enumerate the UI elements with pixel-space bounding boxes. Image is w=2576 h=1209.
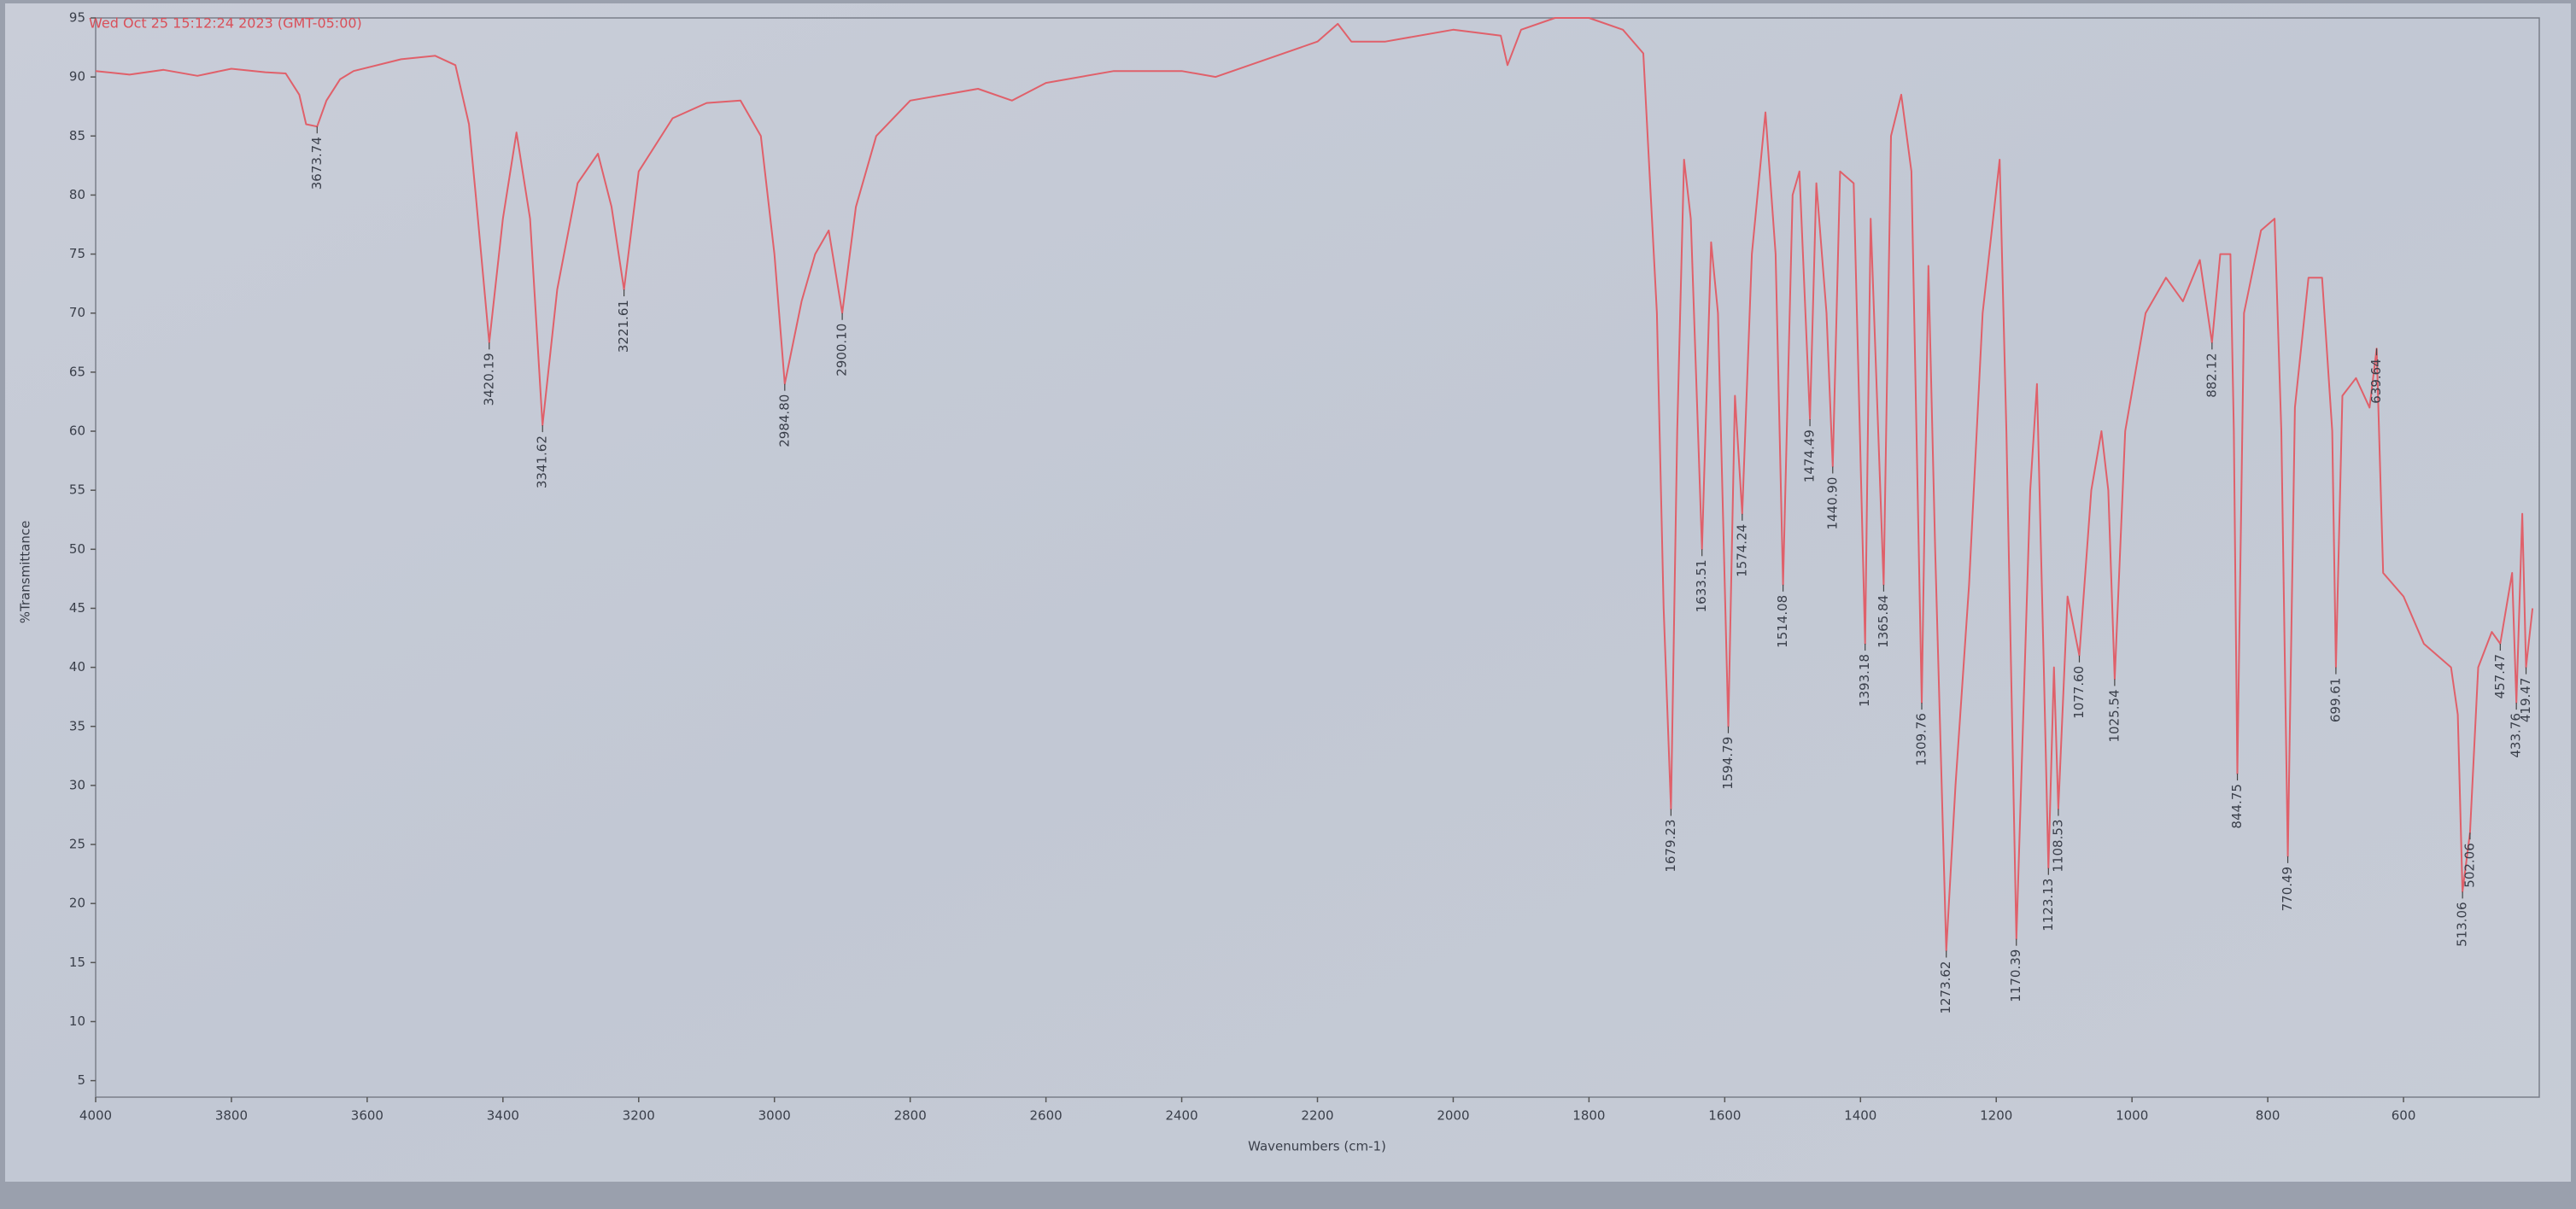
peak-label: 1365.84 <box>1876 595 1891 648</box>
y-tick-label: 85 <box>69 128 85 143</box>
x-tick-label: 2600 <box>1030 1108 1063 1124</box>
x-tick-label: 2200 <box>1301 1108 1333 1124</box>
peak-label: 1309.76 <box>1913 713 1929 766</box>
plot-window <box>5 3 2571 1182</box>
peak-label: 1170.39 <box>2008 949 2023 1002</box>
peak-label: 1077.60 <box>2071 666 2087 719</box>
peak-label: 1123.13 <box>2040 879 2056 932</box>
peak-label: 1594.79 <box>1720 737 1736 790</box>
peak-label: 3673.74 <box>309 137 325 190</box>
x-tick-label: 3600 <box>351 1108 383 1124</box>
x-tick-label: 2400 <box>1165 1108 1197 1124</box>
spectrum-line <box>95 17 2534 952</box>
y-axis-label: %Transmittance <box>18 521 33 624</box>
peak-label: 433.76 <box>2509 713 2524 758</box>
y-tick-label: 70 <box>69 305 85 320</box>
x-tick-label: 1800 <box>1572 1108 1605 1124</box>
peak-label: 844.75 <box>2229 784 2245 829</box>
peak-label: 3221.61 <box>616 300 631 353</box>
y-tick-label: 30 <box>69 777 85 792</box>
x-tick-label: 3400 <box>487 1108 519 1124</box>
peak-label: 3341.62 <box>535 435 550 488</box>
peak-label: 1574.24 <box>1734 524 1749 577</box>
timestamp: Wed Oct 25 15:12:24 2023 (GMT-05:00) <box>89 15 362 32</box>
y-tick-label: 20 <box>69 896 85 911</box>
x-tick-label: 1000 <box>2116 1108 2148 1124</box>
y-tick-label: 25 <box>69 837 85 852</box>
peak-label: 1108.53 <box>2050 820 2065 873</box>
peak-label: 2900.10 <box>834 324 850 377</box>
peak-label: 1273.62 <box>1938 961 1953 1014</box>
y-tick-label: 95 <box>69 10 85 26</box>
x-tick-label: 3000 <box>758 1108 791 1124</box>
x-tick-label: 600 <box>2392 1108 2416 1124</box>
peak-label: 513.06 <box>2455 902 2470 947</box>
y-tick-label: 15 <box>69 955 85 970</box>
peak-label: 1633.51 <box>1694 559 1709 612</box>
x-tick-label: 3800 <box>215 1108 248 1124</box>
peak-label: 770.49 <box>2280 867 2295 912</box>
y-tick-label: 55 <box>69 482 85 498</box>
y-tick-label: 75 <box>69 246 85 261</box>
y-tick-label: 50 <box>69 541 85 557</box>
peak-label: 3420.19 <box>481 353 496 406</box>
peak-label: 419.47 <box>2518 678 2533 723</box>
peak-label: 1393.18 <box>1857 654 1872 707</box>
y-tick-label: 65 <box>69 364 85 379</box>
peak-label: 1440.90 <box>1824 477 1840 530</box>
x-tick-label: 3200 <box>623 1108 655 1124</box>
y-tick-label: 90 <box>69 69 85 85</box>
y-tick-label: 5 <box>77 1072 85 1088</box>
y-tick-label: 35 <box>69 718 85 733</box>
y-tick-label: 80 <box>69 187 85 202</box>
x-tick-label: 1200 <box>1980 1108 2012 1124</box>
y-tick-label: 10 <box>69 1013 85 1029</box>
x-tick-label: 1400 <box>1844 1108 1876 1124</box>
x-tick-label: 4000 <box>79 1108 112 1124</box>
x-tick-label: 800 <box>2256 1108 2280 1124</box>
peak-label: 457.47 <box>2492 654 2508 699</box>
y-tick-label: 45 <box>69 600 85 616</box>
peak-label: 882.12 <box>2204 353 2219 398</box>
peak-label: 1679.23 <box>1663 820 1678 873</box>
peak-label: 502.06 <box>2462 843 2477 887</box>
x-tick-label: 2000 <box>1437 1108 1469 1124</box>
peak-label: 2984.80 <box>776 394 792 447</box>
x-axis-label: Wavenumbers (cm-1) <box>1248 1139 1386 1154</box>
y-tick-label: 40 <box>69 659 85 675</box>
peak-label: 699.61 <box>2327 678 2343 723</box>
y-tick-label: 60 <box>69 423 85 439</box>
peak-label: 1474.49 <box>1802 429 1818 482</box>
peak-label: 639.64 <box>2368 359 2384 404</box>
x-tick-label: 1600 <box>1708 1108 1741 1124</box>
peak-label: 1025.54 <box>2106 689 2122 742</box>
peak-label: 1514.08 <box>1775 595 1790 648</box>
x-tick-label: 2800 <box>894 1108 927 1124</box>
